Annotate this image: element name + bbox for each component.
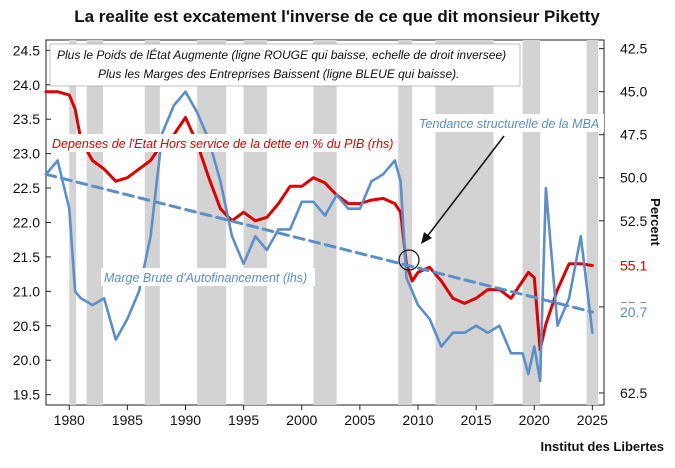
recession-band-3 <box>197 40 227 405</box>
x-tick-label-7: 2015 <box>461 412 492 428</box>
blue-label-box <box>101 268 315 286</box>
trend-label: Tendance structurelle de la MBA <box>419 117 599 131</box>
y-left-tick-label-4: 22.5 <box>13 180 40 196</box>
x-tick-label-4: 2000 <box>286 412 317 428</box>
annotation-line-2: Plus les Marges des Entreprises Baissent… <box>98 67 460 81</box>
y-left-tick-label-6: 21.5 <box>13 249 40 265</box>
recession-band-8 <box>522 40 541 405</box>
source-label: Institut des Libertes <box>540 439 664 454</box>
blue-series-line <box>44 90 594 383</box>
x-tick-label-1: 1985 <box>112 412 143 428</box>
y-left-tick-label-10: 19.5 <box>13 387 40 403</box>
recession-band-5 <box>313 40 337 405</box>
x-tick-label-6: 2010 <box>402 412 433 428</box>
trend-label-box <box>416 114 604 132</box>
y-left-tick-label-3: 23.0 <box>13 146 40 162</box>
y-right-tick-label-4: 52.5 <box>620 213 647 229</box>
x-tick-label-9: 2025 <box>577 412 608 428</box>
y-left-tick-label-0: 24.5 <box>13 42 40 58</box>
recession-band-9 <box>586 40 599 405</box>
x-tick-label-8: 2020 <box>519 412 550 428</box>
series-lines <box>44 90 594 383</box>
y-right-tick-label-8: 62.5 <box>620 385 647 401</box>
trend-arrowhead <box>421 232 432 244</box>
y-left-tick-label-1: 24.0 <box>13 77 40 93</box>
right-axis-label: Percent <box>648 198 663 246</box>
red-label-box <box>49 134 383 152</box>
red-series-label: Depenses de l'Etat Hors service de la de… <box>52 137 393 151</box>
y-left-tick-label-2: 23.5 <box>13 111 40 127</box>
recession-band-0 <box>69 40 77 405</box>
chart-title: La realite est excatement l'inverse de c… <box>74 7 600 26</box>
x-tick-label-3: 1995 <box>228 412 259 428</box>
y-left-tick-label-9: 20.0 <box>13 352 40 368</box>
last-value-badge-0: 55.1 <box>620 258 647 274</box>
crossing-circle <box>398 249 420 271</box>
recession-band-7 <box>435 40 494 405</box>
recession-band-1 <box>86 40 103 405</box>
y-right-tick-label-1: 45.0 <box>620 84 647 100</box>
y-right-tick-label-3: 50.0 <box>620 170 647 186</box>
trend-line <box>44 172 594 314</box>
last-value-badge-1: 20.7 <box>620 304 647 320</box>
y-left-tick-label-5: 22.0 <box>13 215 40 231</box>
recession-band-6 <box>398 40 413 405</box>
badge-bg-0 <box>616 256 656 275</box>
y-right-tick-label-0: 42.5 <box>620 41 647 57</box>
axis-ticks: 1980 1985 1990 1995 2000 2005 2010 2015 2020 2025… <box>13 41 648 428</box>
last-value-badges: 55.1 20.7 <box>616 256 656 322</box>
x-tick-label-5: 2005 <box>344 412 375 428</box>
annotation-line-1: Plus le Poids de lÉtat Augmente (ligne R… <box>57 47 506 62</box>
x-tick-label-2: 1990 <box>170 412 201 428</box>
recession-bands <box>69 40 599 405</box>
badge-bg-1 <box>616 303 656 322</box>
x-tick-label-0: 1980 <box>54 412 85 428</box>
y-right-tick-label-2: 47.5 <box>620 127 647 143</box>
y-left-tick-label-8: 20.5 <box>13 318 40 334</box>
blue-series-label: Marge Brute d'Autofinancement (lhs) <box>104 271 307 285</box>
trend-arrow <box>425 135 505 239</box>
y-left-tick-label-7: 21.0 <box>13 283 40 299</box>
top-annotation-box <box>49 43 521 87</box>
recession-band-4 <box>243 40 267 405</box>
